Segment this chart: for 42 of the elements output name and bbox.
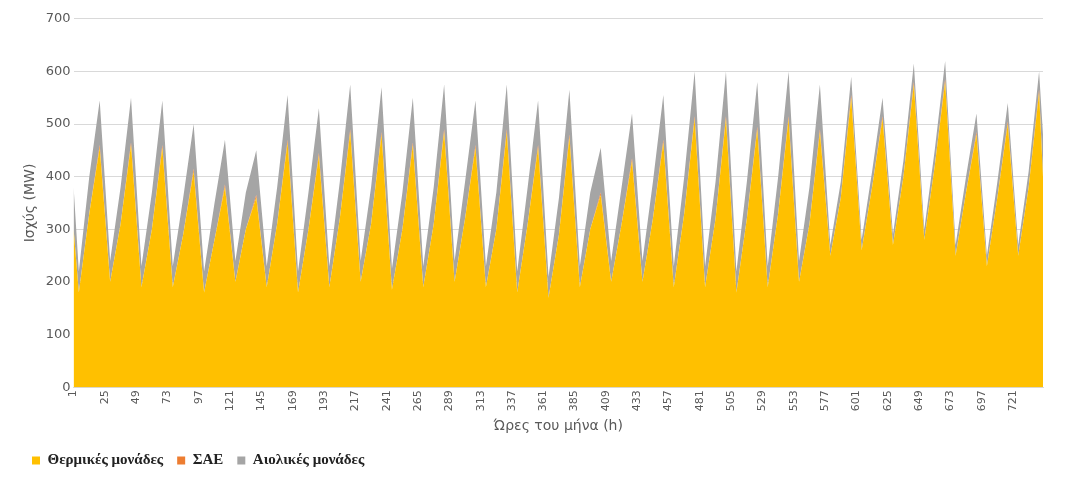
- x-tick-label: 625: [880, 390, 894, 412]
- x-tick-label: 697: [974, 390, 988, 412]
- x-tick-label: 481: [692, 390, 706, 412]
- y-tick-label: 400: [45, 168, 71, 184]
- x-tick-label: 649: [911, 390, 925, 412]
- x-tick-label: 601: [849, 390, 863, 412]
- x-tick-label: 385: [567, 390, 581, 412]
- x-tick-label: 505: [724, 390, 738, 412]
- legend-label: Θερμικές μονάδες: [47, 451, 164, 468]
- y-axis-title: Ισχύς (MW): [21, 163, 38, 243]
- x-tick-label: 409: [598, 390, 612, 412]
- x-tick-label: 361: [536, 390, 550, 412]
- x-tick-label: 73: [160, 390, 174, 405]
- x-tick-label: 673: [943, 390, 957, 412]
- y-tick-label: 100: [45, 325, 71, 341]
- x-tick-label: 265: [410, 390, 424, 412]
- x-tick-label: 121: [223, 390, 237, 412]
- x-tick-label: 145: [254, 390, 268, 412]
- y-tick-label: 700: [45, 10, 71, 26]
- x-tick-label: 313: [473, 390, 487, 412]
- x-tick-label: 169: [285, 390, 299, 412]
- x-tick-label: 25: [97, 390, 111, 405]
- x-axis-title: Ώρες του μήνα (h): [492, 417, 623, 434]
- legend-label: ΣΑΕ: [192, 451, 224, 468]
- x-tick-label: 337: [504, 390, 518, 412]
- x-tick-label: 457: [661, 390, 675, 412]
- y-tick-label: 600: [45, 62, 71, 78]
- x-tick-label: 529: [755, 390, 769, 412]
- x-tick-label: 97: [191, 390, 205, 405]
- x-tick-label: 49: [129, 390, 143, 405]
- x-tick-label: 193: [316, 390, 330, 412]
- x-tick-label: 289: [442, 390, 456, 412]
- x-tick-label: 553: [786, 390, 800, 412]
- y-tick-label: 300: [45, 220, 71, 236]
- y-tick-label: 500: [45, 115, 71, 131]
- x-tick-label: 433: [630, 390, 644, 412]
- x-tick-label: 721: [1005, 390, 1019, 412]
- legend-label: Αιολικές μονάδες: [252, 451, 365, 468]
- y-tick-label: 200: [45, 273, 71, 289]
- x-tick-label: 217: [348, 390, 362, 412]
- x-tick-label: 577: [817, 390, 831, 412]
- x-tick-label: 241: [379, 390, 393, 412]
